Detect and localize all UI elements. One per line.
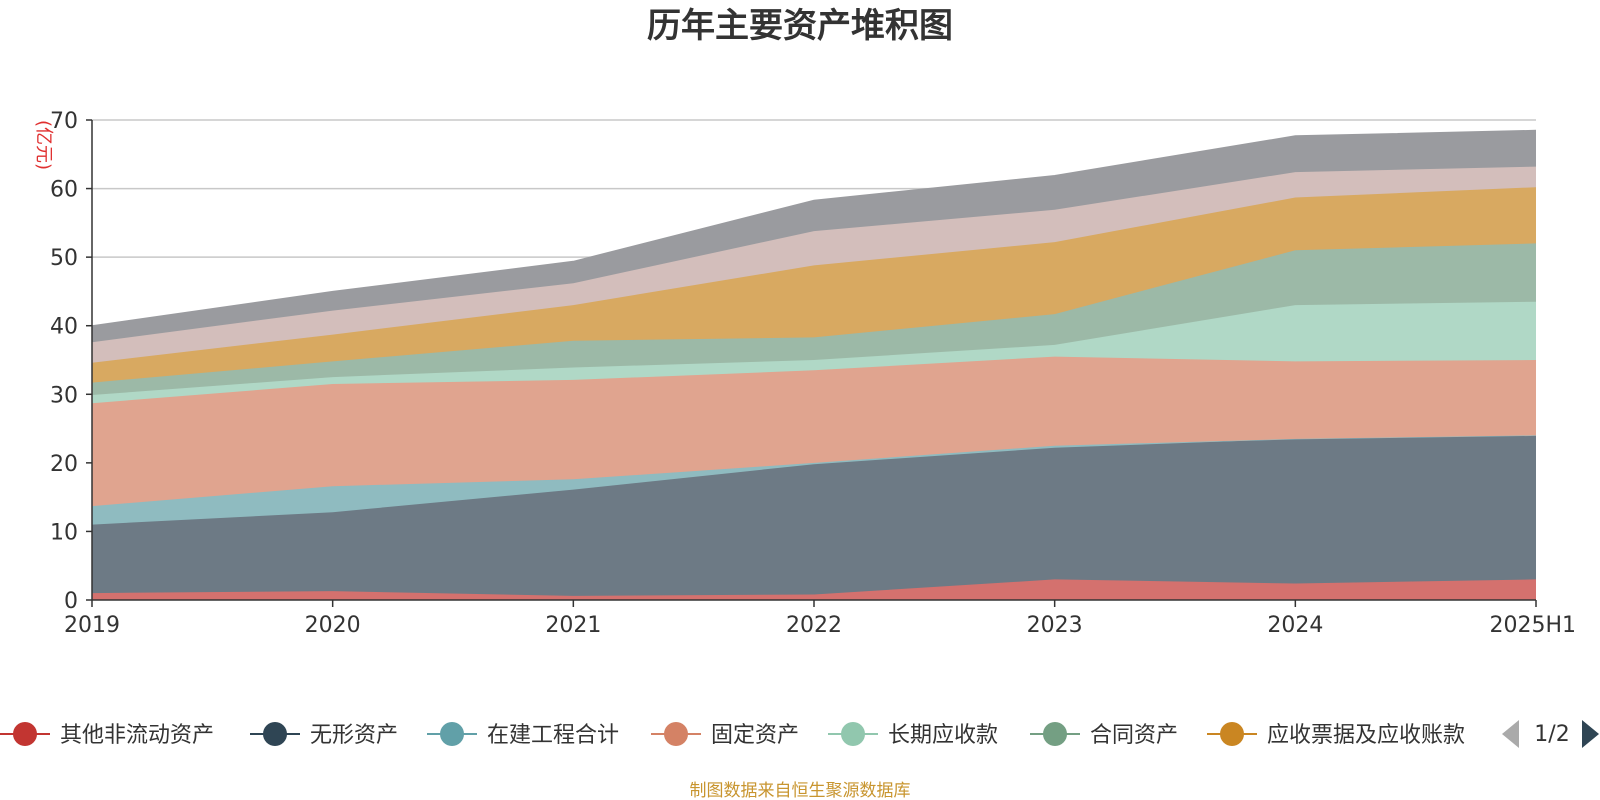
- x-axis-ticks: 2019 2020 2021 2022 2023 2024 2025H1: [64, 600, 1576, 638]
- y-tick-label-2: 20: [50, 452, 78, 477]
- legend-marker-icon: [664, 722, 688, 746]
- x-tick-label-3: 2022: [786, 613, 842, 638]
- legend-marker-icon: [1043, 722, 1067, 746]
- area-line-series-8: [91, 129, 1537, 327]
- legend-label-2: 在建工程合计: [487, 723, 619, 748]
- legend-item-1[interactable]: 无形资产: [250, 722, 398, 748]
- x-tick-label-5: 2024: [1267, 613, 1323, 638]
- y-tick-label-4: 40: [50, 315, 78, 340]
- area-series-2: [92, 435, 1536, 525]
- legend-marker-icon: [13, 722, 37, 746]
- legend-label-4: 长期应收款: [888, 723, 998, 748]
- area-series-7: [92, 166, 1536, 363]
- legend-item-4[interactable]: 长期应收款: [828, 722, 998, 748]
- x-tick-label-4: 2023: [1027, 613, 1083, 638]
- y-axis-ticks: 0 10 20 30 40 50 60 70: [50, 109, 92, 614]
- source-note: 制图数据来自恒生聚源数据库: [690, 781, 911, 800]
- legend-prev-page-icon[interactable]: [1502, 720, 1519, 748]
- legend-label-1: 无形资产: [310, 723, 398, 748]
- legend-page-indicator: 1/2: [1534, 722, 1569, 747]
- x-tick-label-2: 2021: [545, 613, 601, 638]
- y-tick-label-7: 70: [50, 109, 78, 134]
- area-series-8: [92, 130, 1536, 343]
- chart-title: 历年主要资产堆积图: [647, 6, 953, 46]
- legend-label-6: 应收票据及应收账款: [1267, 723, 1465, 748]
- legend-item-5[interactable]: 合同资产: [1030, 722, 1178, 748]
- legend-marker-icon: [841, 722, 865, 746]
- area-series-4: [92, 301, 1536, 404]
- y-tick-label-0: 0: [64, 589, 78, 614]
- y-tick-label-6: 60: [50, 178, 78, 203]
- area-series-5: [92, 243, 1536, 395]
- legend-item-0[interactable]: 其他非流动资产: [0, 722, 214, 748]
- legend-marker-icon: [1220, 722, 1244, 746]
- legend-item-6[interactable]: 应收票据及应收账款: [1207, 722, 1465, 748]
- legend-label-0: 其他非流动资产: [60, 723, 214, 748]
- y-tick-label-5: 50: [50, 246, 78, 271]
- y-tick-label-1: 10: [50, 520, 78, 545]
- x-tick-label-1: 2020: [305, 613, 361, 638]
- area-series-1: [92, 435, 1536, 596]
- legend-marker-icon: [440, 722, 464, 746]
- area-series-3: [92, 356, 1536, 507]
- legend: 其他非流动资产 无形资产 在建工程合计 固定资产 长期应收款 合同资产 应收票据及应收账款: [0, 722, 1465, 748]
- legend-next-page-icon[interactable]: [1582, 720, 1599, 748]
- x-tick-label-6: 2025H1: [1489, 613, 1576, 638]
- legend-label-3: 固定资产: [711, 723, 799, 748]
- legend-pager: 1/2: [1502, 720, 1599, 748]
- legend-label-5: 合同资产: [1090, 723, 1178, 748]
- area-series-6: [92, 187, 1536, 383]
- legend-item-2[interactable]: 在建工程合计: [427, 722, 619, 748]
- y-tick-label-3: 30: [50, 383, 78, 408]
- legend-marker-icon: [263, 722, 287, 746]
- y-axis-unit-label: (亿元): [33, 120, 54, 170]
- area-series-0: [92, 579, 1536, 600]
- legend-item-3[interactable]: 固定资产: [651, 722, 799, 748]
- x-tick-label-0: 2019: [64, 613, 120, 638]
- series-areas: [91, 129, 1537, 600]
